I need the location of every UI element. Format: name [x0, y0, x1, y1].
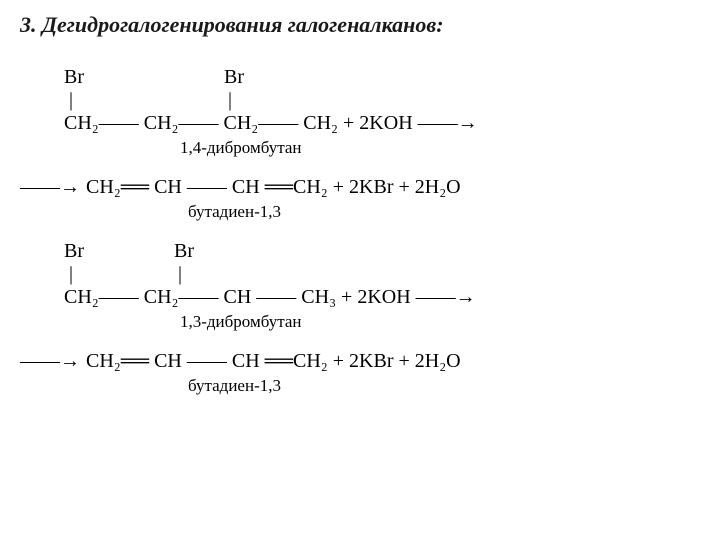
main-chain-line: CH₂—— CH₂—— CH —— CH₃ + 2KOH ——→: [64, 286, 700, 309]
reaction-2-product: ——→ CH₂══ CH —— CH ══CH₂ + 2KBr + 2H₂O б…: [64, 350, 700, 396]
reactant-caption: 1,3-дибромбутан: [64, 312, 700, 332]
product-line: CH₂══ CH —— CH ══CH₂ + 2KBr + 2H₂O: [86, 176, 461, 199]
br-substituent-line: Br Br: [64, 66, 700, 89]
reaction-2-reactant: Br Br | | CH₂—— CH₂—— CH —— CH₃ + 2KOH —…: [64, 240, 700, 332]
main-chain-line: CH₂—— CH₂—— CH₂—— CH₂ + 2KOH ——→: [64, 112, 700, 135]
reactions-container: Br Br | | CH₂—— CH₂—— CH₂—— CH₂ + 2KOH —…: [20, 66, 700, 396]
continuation-arrow-icon: ——→: [20, 176, 80, 199]
product-caption: бутадиен-1,3: [64, 376, 700, 396]
br-substituent-line: Br Br: [64, 240, 700, 263]
continuation-arrow-icon: ——→: [20, 350, 80, 373]
product-caption: бутадиен-1,3: [64, 202, 700, 222]
product-line: CH₂══ CH —— CH ══CH₂ + 2KBr + 2H₂O: [86, 350, 461, 373]
page-title: 3. Дегидрогалогенирования галогеналканов…: [20, 12, 700, 38]
reaction-1-reactant: Br Br | | CH₂—— CH₂—— CH₂—— CH₂ + 2KOH —…: [64, 66, 700, 158]
bond-line: | |: [64, 89, 700, 112]
reaction-1-product: ——→ CH₂══ CH —— CH ══CH₂ + 2KBr + 2H₂O б…: [64, 176, 700, 222]
bond-line: | |: [64, 263, 700, 286]
reactant-caption: 1,4-дибромбутан: [64, 138, 700, 158]
